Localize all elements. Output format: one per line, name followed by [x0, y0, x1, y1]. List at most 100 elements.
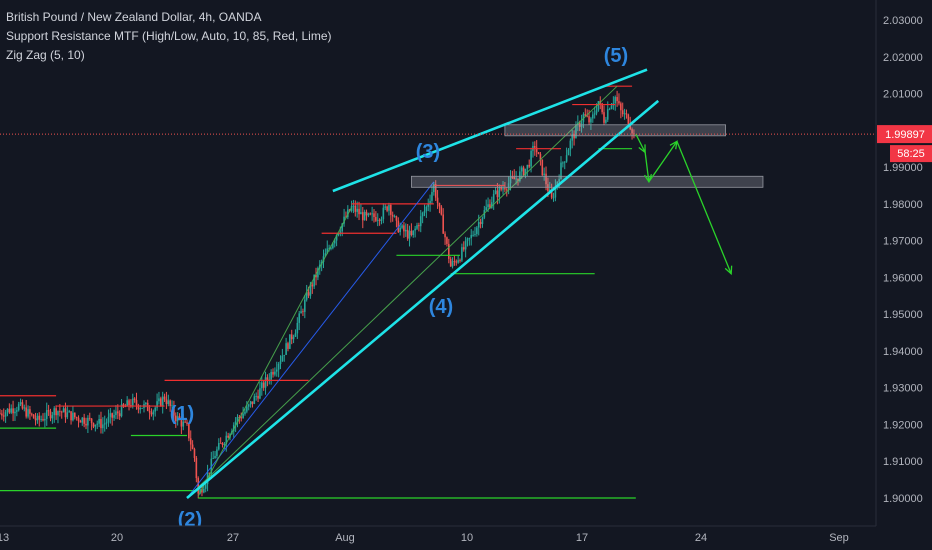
- candle-body: [199, 488, 201, 494]
- candle-body: [563, 161, 566, 163]
- candle-body: [32, 414, 35, 419]
- candle: [597, 101, 600, 112]
- wedge-trendline: [332, 68, 648, 193]
- candle-body: [558, 179, 560, 182]
- candle: [88, 412, 91, 421]
- candle-body: [462, 247, 465, 250]
- candle: [382, 203, 385, 224]
- candle-body: [352, 205, 355, 207]
- candle-body: [307, 292, 310, 296]
- candle: [98, 414, 100, 428]
- candle: [227, 432, 229, 439]
- candle-body: [380, 219, 383, 221]
- candle-body: [287, 343, 289, 349]
- candle-body: [251, 401, 254, 404]
- candle-body: [418, 225, 420, 227]
- candle-body: [158, 398, 160, 402]
- candle-body: [197, 478, 200, 494]
- wave-label: (5): [604, 45, 628, 67]
- candle: [77, 415, 80, 428]
- candle: [305, 284, 308, 302]
- candle-body: [298, 313, 300, 323]
- candle: [479, 218, 482, 229]
- candle: [42, 413, 44, 422]
- candle: [257, 389, 259, 403]
- candle-body: [391, 214, 394, 217]
- candle-body: [468, 238, 471, 239]
- candle: [270, 369, 272, 385]
- candle-body: [88, 417, 91, 419]
- candle-body: [373, 213, 375, 218]
- candle-body: [573, 134, 575, 139]
- candle: [485, 199, 487, 211]
- candle-body: [371, 213, 373, 215]
- candle: [565, 147, 568, 163]
- candle: [289, 334, 291, 350]
- candle: [298, 310, 300, 331]
- candle: [440, 205, 443, 216]
- candle: [184, 418, 186, 423]
- candle: [6, 408, 9, 417]
- candle: [315, 267, 317, 286]
- candle-body: [388, 204, 390, 211]
- candle-body: [262, 382, 265, 388]
- candle: [543, 167, 545, 181]
- candle: [14, 408, 16, 421]
- candle: [275, 361, 278, 377]
- candle-body: [524, 168, 527, 176]
- candle: [451, 257, 454, 269]
- indicator-zigzag-label[interactable]: Zig Zag (5, 10): [6, 48, 85, 62]
- symbol-title[interactable]: British Pound / New Zealand Dollar, 4h, …: [6, 10, 262, 24]
- candle-body: [605, 119, 607, 123]
- candle-body: [8, 408, 11, 413]
- sr-zone: [410, 175, 764, 188]
- candle-body: [2, 415, 5, 417]
- candle-body: [494, 190, 497, 194]
- candle-body: [17, 404, 20, 411]
- candle: [461, 243, 463, 262]
- candle: [274, 367, 276, 377]
- candle-body: [64, 408, 67, 418]
- candle-body: [477, 222, 480, 228]
- timer-badge-value: 58:25: [897, 148, 925, 160]
- candle: [10, 404, 13, 415]
- candle: [25, 399, 27, 419]
- candle-body: [562, 162, 564, 164]
- candle-body: [27, 409, 29, 417]
- candle: [434, 180, 437, 201]
- candle-body: [59, 411, 61, 412]
- candle: [264, 371, 267, 395]
- candle: [410, 223, 413, 237]
- candle-body: [419, 216, 422, 227]
- candle: [81, 417, 84, 426]
- indicator-sr-label[interactable]: Support Resistance MTF (High/Low, Auto, …: [6, 29, 332, 43]
- candle-body: [266, 377, 269, 380]
- candle-body: [281, 355, 284, 362]
- candle: [442, 208, 444, 234]
- candle-body: [378, 219, 381, 221]
- candle-body: [83, 417, 85, 424]
- candle: [474, 226, 476, 237]
- candle: [466, 237, 469, 247]
- candle-body: [38, 415, 41, 420]
- candle-body: [23, 407, 26, 409]
- candle-body: [335, 235, 338, 241]
- candle-body: [457, 260, 459, 263]
- candle: [586, 109, 588, 118]
- plot-area: (1) (2) (3) (4) (5): [0, 45, 764, 526]
- candle-body: [242, 413, 244, 418]
- candle: [103, 415, 106, 432]
- candle-body: [341, 223, 344, 232]
- candle-body: [126, 400, 128, 407]
- candle-body: [507, 183, 510, 190]
- candle-body: [386, 206, 388, 211]
- candle-body: [292, 336, 295, 340]
- candle: [83, 413, 85, 428]
- candle-body: [0, 413, 1, 415]
- candle: [259, 382, 261, 400]
- candle-body: [444, 233, 446, 238]
- candle: [2, 408, 5, 422]
- candle: [494, 186, 497, 195]
